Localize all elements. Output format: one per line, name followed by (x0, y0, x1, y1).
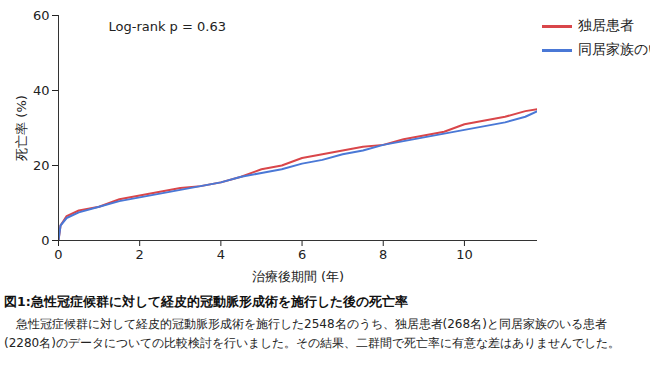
svg-text:60: 60 (33, 8, 50, 23)
svg-text:2: 2 (136, 247, 144, 262)
html-text:独居患者: 独居患者 (578, 17, 634, 33)
svg-text:Log-rank p = 0.63: Log-rank p = 0.63 (109, 19, 226, 34)
svg-text:20: 20 (33, 158, 50, 173)
html-text:急性冠症候群に対して経皮的冠動脈形成術を施行した2548名の: 急性冠症候群に対して経皮的冠動脈形成術を施行した2548名のうち、独居患者(26… (4, 317, 620, 350)
svg-text:治療後期間 (年): 治療後期間 (年) (252, 269, 344, 284)
html-text:図1:急性冠症候群に対して経皮的冠動脈形成術を施行した後の死: 図1:急性冠症候群に対して経皮的冠動脈形成術を施行した後の死亡率 (4, 294, 408, 309)
svg-text:40: 40 (33, 83, 50, 98)
svg-text:6: 6 (298, 247, 306, 262)
svg-text:0: 0 (41, 233, 49, 248)
svg-text:8: 8 (379, 247, 387, 262)
svg-text:死亡率 (%): 死亡率 (%) (14, 95, 29, 161)
svg-text:0: 0 (54, 247, 62, 262)
svg-text:10: 10 (456, 247, 473, 262)
svg-text:4: 4 (217, 247, 225, 262)
